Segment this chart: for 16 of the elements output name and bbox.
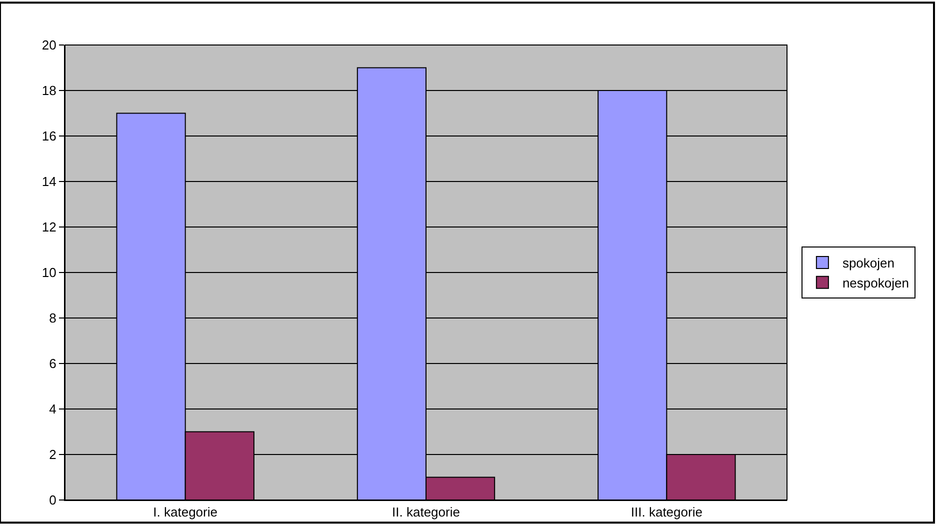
y-tick-label: 10 (42, 265, 56, 280)
y-tick-label: 0 (49, 492, 56, 508)
y-tick-label: 6 (49, 356, 56, 372)
y-tick-label: 8 (49, 310, 56, 326)
y-tick-label: 20 (42, 38, 56, 53)
y-tick-label: 4 (49, 402, 56, 417)
x-tick-label: I. kategorie (153, 504, 218, 520)
y-tick-label: 18 (42, 83, 56, 98)
x-tick-label: II. kategorie (392, 504, 460, 520)
legend-label: spokojen (842, 256, 894, 271)
legend-label: nespokojen (842, 275, 909, 290)
y-tick-label: 2 (49, 447, 56, 462)
y-tick-label: 12 (42, 220, 56, 235)
y-tick-label: 16 (42, 128, 56, 144)
y-tick-label: 14 (42, 174, 56, 190)
x-tick-label: III. kategorie (630, 504, 702, 520)
